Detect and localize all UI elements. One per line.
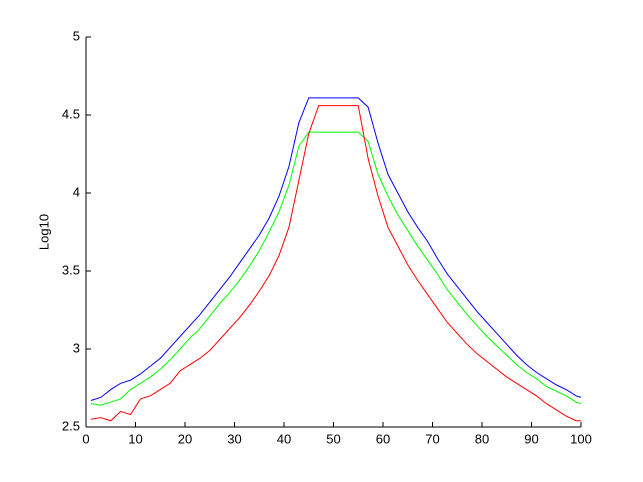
y-tick-label: 3: [73, 340, 80, 355]
x-tick-label: 10: [128, 431, 142, 446]
y-tick-label: 4.5: [62, 106, 80, 121]
y-tick-label: 4: [73, 184, 80, 199]
line-series: [90, 131, 582, 406]
x-tick-label: 80: [475, 431, 489, 446]
x-tick-label: 70: [425, 431, 439, 446]
y-tick-label: 3.5: [62, 262, 80, 277]
y-tick-label: 2.5: [62, 418, 80, 433]
line-series: [90, 105, 581, 422]
y-axis-label: Log10: [36, 214, 51, 250]
x-tick-label: 90: [524, 431, 538, 446]
x-tick-label: 100: [570, 431, 592, 446]
x-tick-label: 20: [178, 431, 192, 446]
x-tick-label: 60: [376, 431, 390, 446]
x-tick-label: 40: [277, 431, 291, 446]
x-tick-label: 0: [82, 431, 89, 446]
line-series: [90, 97, 582, 401]
x-tick-label: 50: [326, 431, 340, 446]
y-tick-label: 5: [73, 28, 80, 43]
x-tick-label: 30: [227, 431, 241, 446]
